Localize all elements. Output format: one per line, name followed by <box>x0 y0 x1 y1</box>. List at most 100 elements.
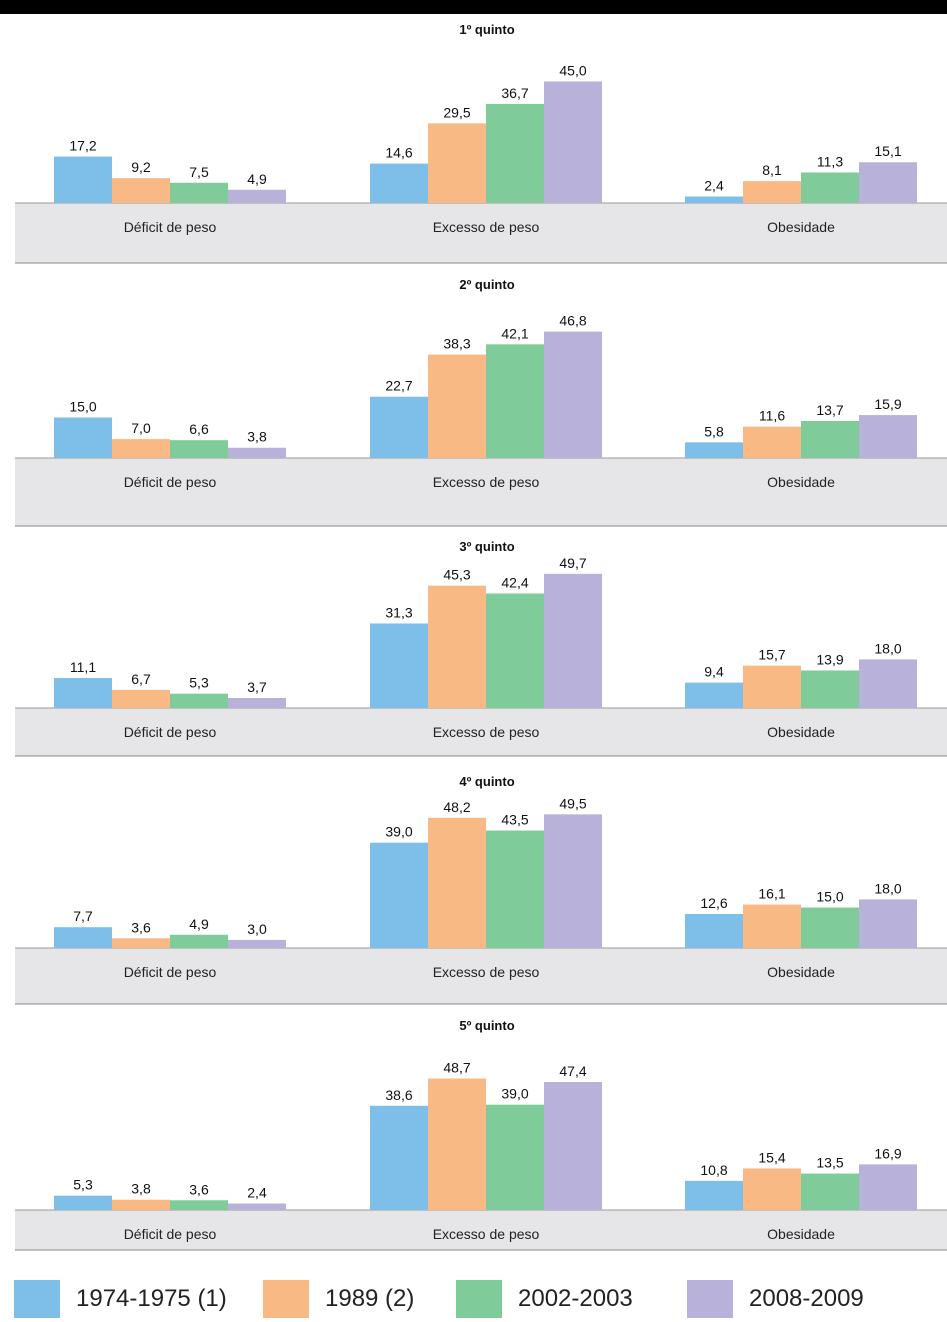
legend-label-2002-2003: 2002-2003 <box>518 1285 633 1312</box>
legend-swatch-1974-1975 <box>14 1280 60 1318</box>
bar-obesidade-2008-2009 <box>859 899 917 948</box>
value-label: 7,5 <box>189 164 209 180</box>
bar-obesidade-1989-2 <box>743 904 801 948</box>
panel-band <box>15 1210 947 1250</box>
value-label: 47,4 <box>559 1063 586 1079</box>
value-label: 6,6 <box>189 421 209 437</box>
bar-excesso-de-peso-2002-2003 <box>486 830 544 948</box>
bar-obesidade-2008-2009 <box>859 659 917 708</box>
bar-obesidade-1989-2 <box>743 181 801 203</box>
value-label: 9,4 <box>704 664 724 680</box>
panel-1: 1º quinto 17,2 9,2 7,5 4,9 Déficit de peso 14,… <box>15 22 947 264</box>
bar-obesidade-2002-2003 <box>801 172 859 203</box>
category-label-excesso-de-peso: Excesso de peso <box>433 724 540 740</box>
top-border-bar <box>0 0 947 14</box>
bar-excesso-de-peso-1974-1975-1 <box>370 396 428 458</box>
category-label-excesso-de-peso: Excesso de peso <box>433 964 540 980</box>
bar-deficit-de-peso-1974-1975-1 <box>54 1195 112 1210</box>
panel-band <box>15 948 947 1004</box>
bar-deficit-de-peso-1974-1975-1 <box>54 156 112 203</box>
category-label-obesidade: Obesidade <box>767 474 835 490</box>
bar-deficit-de-peso-2008-2009 <box>228 447 286 458</box>
legend-item-2008-2009: 2008-2009 <box>687 1280 864 1318</box>
bar-deficit-de-peso-2002-2003 <box>170 934 228 948</box>
value-label: 3,8 <box>247 429 267 445</box>
value-label: 15,0 <box>69 399 96 415</box>
value-label: 3,7 <box>247 679 267 695</box>
value-label: 38,3 <box>443 336 470 352</box>
bar-obesidade-1989-2 <box>743 1168 801 1210</box>
bar-obesidade-2002-2003 <box>801 907 859 948</box>
category-label-excesso-de-peso: Excesso de peso <box>433 1226 540 1242</box>
bar-deficit-de-peso-2002-2003 <box>170 440 228 458</box>
value-label: 7,7 <box>73 908 93 924</box>
value-label: 3,6 <box>131 919 151 935</box>
value-label: 9,2 <box>131 159 151 175</box>
value-label: 3,0 <box>247 921 267 937</box>
value-label: 22,7 <box>385 378 412 394</box>
bar-obesidade-2002-2003 <box>801 421 859 458</box>
bar-obesidade-1974-1975-1 <box>685 913 743 948</box>
bar-deficit-de-peso-2008-2009 <box>228 698 286 708</box>
legend-label-1989: 1989 (2) <box>325 1285 415 1312</box>
bar-deficit-de-peso-1974-1975-1 <box>54 417 112 458</box>
value-label: 13,7 <box>816 402 843 418</box>
category-label-deficit-de-peso: Déficit de peso <box>124 474 217 490</box>
panel-title: 3º quinto <box>459 539 514 554</box>
grouped-bar-chart: 1º quinto 17,2 9,2 7,5 4,9 Déficit de peso 14,… <box>15 22 947 1251</box>
bar-obesidade-1989-2 <box>743 665 801 708</box>
bar-deficit-de-peso-1974-1975-1 <box>54 678 112 708</box>
value-label: 13,5 <box>816 1155 843 1171</box>
panel-4: 4º quinto 7,7 3,6 4,9 3,0 Déficit de peso 39,0… <box>15 774 947 1005</box>
bar-excesso-de-peso-1989-2 <box>428 817 486 948</box>
bar-obesidade-1974-1975-1 <box>685 442 743 458</box>
value-label: 10,8 <box>700 1162 727 1178</box>
bar-excesso-de-peso-1974-1975-1 <box>370 163 428 203</box>
value-label: 46,8 <box>559 313 586 329</box>
bar-deficit-de-peso-1989-2 <box>112 689 170 708</box>
bar-obesidade-1974-1975-1 <box>685 1180 743 1210</box>
bar-excesso-de-peso-2008-2009 <box>544 814 602 948</box>
category-label-obesidade: Obesidade <box>767 724 835 740</box>
bar-deficit-de-peso-2008-2009 <box>228 939 286 948</box>
value-label: 5,8 <box>704 423 724 439</box>
chart-legend: 1974-1975 (1) 1989 (2) 2002-2003 2008-20… <box>0 1272 947 1322</box>
bar-excesso-de-peso-1989-2 <box>428 585 486 708</box>
category-label-deficit-de-peso: Déficit de peso <box>124 219 217 235</box>
value-label: 42,1 <box>501 325 528 341</box>
value-label: 15,4 <box>758 1149 785 1165</box>
value-label: 45,0 <box>559 63 586 79</box>
value-label: 2,4 <box>247 1185 267 1201</box>
panel-band <box>15 708 947 756</box>
bar-excesso-de-peso-2008-2009 <box>544 573 602 708</box>
bar-obesidade-2002-2003 <box>801 670 859 708</box>
value-label: 42,4 <box>501 575 528 591</box>
value-label: 16,1 <box>758 886 785 902</box>
legend-label-2008-2009: 2008-2009 <box>749 1285 864 1312</box>
bar-deficit-de-peso-2002-2003 <box>170 1200 228 1210</box>
value-label: 16,9 <box>874 1145 901 1161</box>
legend-swatch-1989 <box>263 1280 309 1318</box>
bar-obesidade-2008-2009 <box>859 162 917 203</box>
value-label: 5,3 <box>73 1177 93 1193</box>
panel-title: 4º quinto <box>459 774 514 789</box>
bar-excesso-de-peso-1974-1975-1 <box>370 842 428 948</box>
value-label: 36,7 <box>501 85 528 101</box>
bar-deficit-de-peso-1989-2 <box>112 178 170 203</box>
value-label: 12,6 <box>700 895 727 911</box>
bar-deficit-de-peso-1974-1975-1 <box>54 927 112 948</box>
value-label: 11,6 <box>759 408 785 424</box>
value-label: 31,3 <box>385 604 412 620</box>
panel-3: 3º quinto 11,1 6,7 5,3 3,7 Déficit de peso 31,… <box>15 539 947 757</box>
bar-obesidade-1989-2 <box>743 426 801 458</box>
value-label: 48,7 <box>443 1060 470 1076</box>
value-label: 6,7 <box>131 671 151 687</box>
value-label: 38,6 <box>385 1087 412 1103</box>
bar-excesso-de-peso-1989-2 <box>428 1078 486 1210</box>
value-label: 13,9 <box>816 651 843 667</box>
value-label: 49,5 <box>559 795 586 811</box>
category-label-obesidade: Obesidade <box>767 964 835 980</box>
panel-2: 2º quinto 15,0 7,0 6,6 3,8 Déficit de peso 22,… <box>15 277 947 527</box>
value-label: 49,7 <box>559 555 586 571</box>
bar-obesidade-2008-2009 <box>859 1164 917 1210</box>
